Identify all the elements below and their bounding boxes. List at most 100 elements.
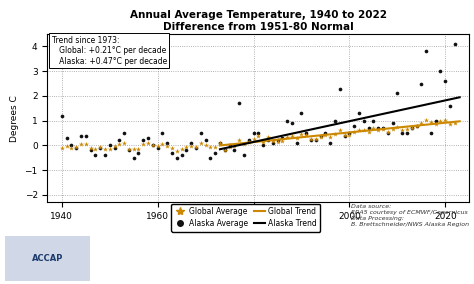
Point	[389, 127, 396, 131]
Point	[202, 142, 210, 147]
Point	[273, 138, 281, 143]
Point	[245, 140, 253, 145]
Point	[418, 121, 425, 125]
Point	[250, 136, 257, 141]
Point	[288, 133, 296, 138]
Point	[73, 146, 80, 150]
Point	[331, 131, 339, 136]
Point	[125, 147, 133, 151]
Point	[135, 151, 142, 155]
Text: Data source:
ERA5 courtesy of ECMWF/Copernicus
Data Processing:
B. Brettschneide: Data source: ERA5 courtesy of ECMWF/Cope…	[351, 204, 469, 227]
Point	[283, 135, 291, 139]
Point	[245, 138, 253, 143]
Point	[135, 147, 142, 151]
Point	[202, 138, 210, 143]
Point	[68, 143, 75, 148]
Point	[341, 133, 348, 138]
Point	[365, 126, 373, 130]
Point	[365, 129, 373, 134]
Point	[96, 145, 104, 149]
Point	[269, 141, 276, 145]
Point	[259, 143, 267, 148]
Point	[370, 126, 377, 130]
Point	[350, 123, 358, 128]
Text: Trend since 1973:
   Global: +0.21°C per decade
   Alaska: +0.47°C per decade: Trend since 1973: Global: +0.21°C per de…	[52, 36, 167, 66]
Point	[437, 119, 444, 123]
Point	[173, 148, 181, 153]
Point	[168, 151, 176, 155]
Point	[192, 145, 200, 149]
Text: ACCAP: ACCAP	[32, 254, 63, 263]
Point	[106, 143, 113, 148]
Point	[240, 141, 248, 146]
Point	[130, 147, 137, 151]
Point	[168, 145, 176, 150]
Point	[360, 127, 368, 132]
Point	[139, 142, 147, 146]
Point	[255, 131, 262, 135]
Point	[230, 144, 238, 148]
Point	[427, 131, 435, 135]
Point	[422, 49, 430, 54]
Point	[437, 69, 444, 74]
Point	[164, 144, 171, 148]
Point	[273, 140, 281, 145]
Point	[149, 143, 156, 147]
Point	[77, 142, 85, 147]
Point	[264, 138, 272, 143]
Point	[322, 131, 329, 135]
Point	[120, 141, 128, 146]
Point	[447, 104, 454, 108]
Point	[360, 118, 368, 123]
Legend: Global Average, Alaska Average, Global Trend, Alaska Trend: Global Average, Alaska Average, Global T…	[171, 204, 320, 231]
Point	[211, 151, 219, 155]
Point	[413, 123, 420, 128]
Point	[269, 139, 276, 144]
Point	[298, 132, 305, 136]
Point	[182, 148, 190, 153]
Point	[403, 127, 411, 131]
Point	[63, 144, 70, 148]
Point	[279, 138, 286, 143]
Point	[68, 146, 75, 150]
Point	[451, 42, 459, 46]
Point	[441, 79, 449, 83]
Point	[250, 131, 257, 135]
Point	[317, 133, 324, 138]
Point	[307, 137, 315, 142]
Point	[216, 140, 224, 145]
Point	[346, 132, 353, 137]
Point	[125, 148, 133, 153]
Point	[58, 146, 65, 150]
Point	[389, 121, 396, 126]
Point	[120, 131, 128, 135]
Point	[336, 128, 344, 132]
Point	[91, 147, 99, 151]
Point	[144, 141, 152, 146]
Point	[398, 131, 406, 135]
Point	[451, 121, 459, 125]
Point	[182, 145, 190, 149]
Point	[144, 136, 152, 140]
Y-axis label: Degrees C: Degrees C	[10, 95, 19, 141]
Point	[87, 148, 94, 153]
Point	[77, 133, 85, 138]
Point	[336, 86, 344, 91]
Point	[149, 143, 156, 148]
Point	[58, 113, 65, 118]
Point	[427, 120, 435, 125]
Point	[393, 125, 401, 130]
Point	[63, 136, 70, 140]
Point	[240, 153, 248, 158]
Point	[236, 138, 243, 143]
Point	[327, 135, 334, 139]
Point	[226, 143, 233, 148]
Point	[374, 126, 382, 130]
Point	[207, 156, 214, 160]
Point	[106, 147, 113, 151]
Point	[221, 148, 228, 153]
Point	[346, 131, 353, 135]
Point	[379, 126, 387, 130]
Point	[178, 147, 185, 152]
Point	[341, 133, 348, 137]
